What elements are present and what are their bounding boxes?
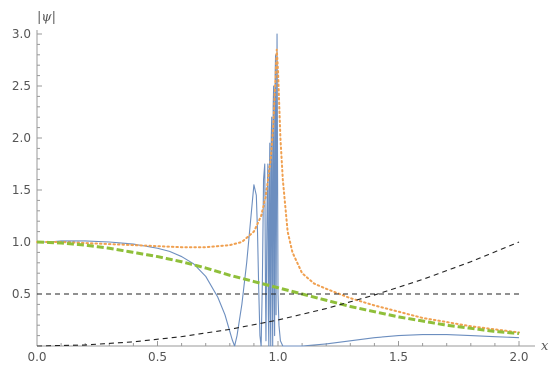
y-tick-label: 2.0: [12, 131, 31, 145]
y-tick-label: 3.0: [12, 27, 31, 41]
minor-ticks: [36, 33, 520, 346]
series-line-2: [36, 48, 520, 334]
series-line-3: [36, 240, 520, 336]
y-tick-label: 1.0: [12, 235, 31, 249]
series-line-1: [37, 33, 520, 347]
y-tick-label: 0.5: [12, 287, 31, 301]
x-tick-label: 1.0: [268, 350, 287, 364]
y-tick-label: 1.5: [12, 183, 31, 197]
x-tick-label: 0.0: [27, 350, 46, 364]
tick-labels: 0.0 0.5 1.0 1.5 2.0 0.5 1.0 1.5 2.0 2.5 3.0: [12, 27, 529, 364]
x-tick-label: 1.5: [389, 350, 408, 364]
x-tick-label: 2.0: [509, 350, 528, 364]
axes: [36, 30, 535, 347]
series-layer: [36, 33, 520, 347]
y-axis-label: |ψ|: [37, 10, 56, 25]
x-axis-label: x: [541, 339, 549, 354]
x-tick-label: 0.5: [148, 350, 167, 364]
y-tick-label: 2.5: [12, 79, 31, 93]
